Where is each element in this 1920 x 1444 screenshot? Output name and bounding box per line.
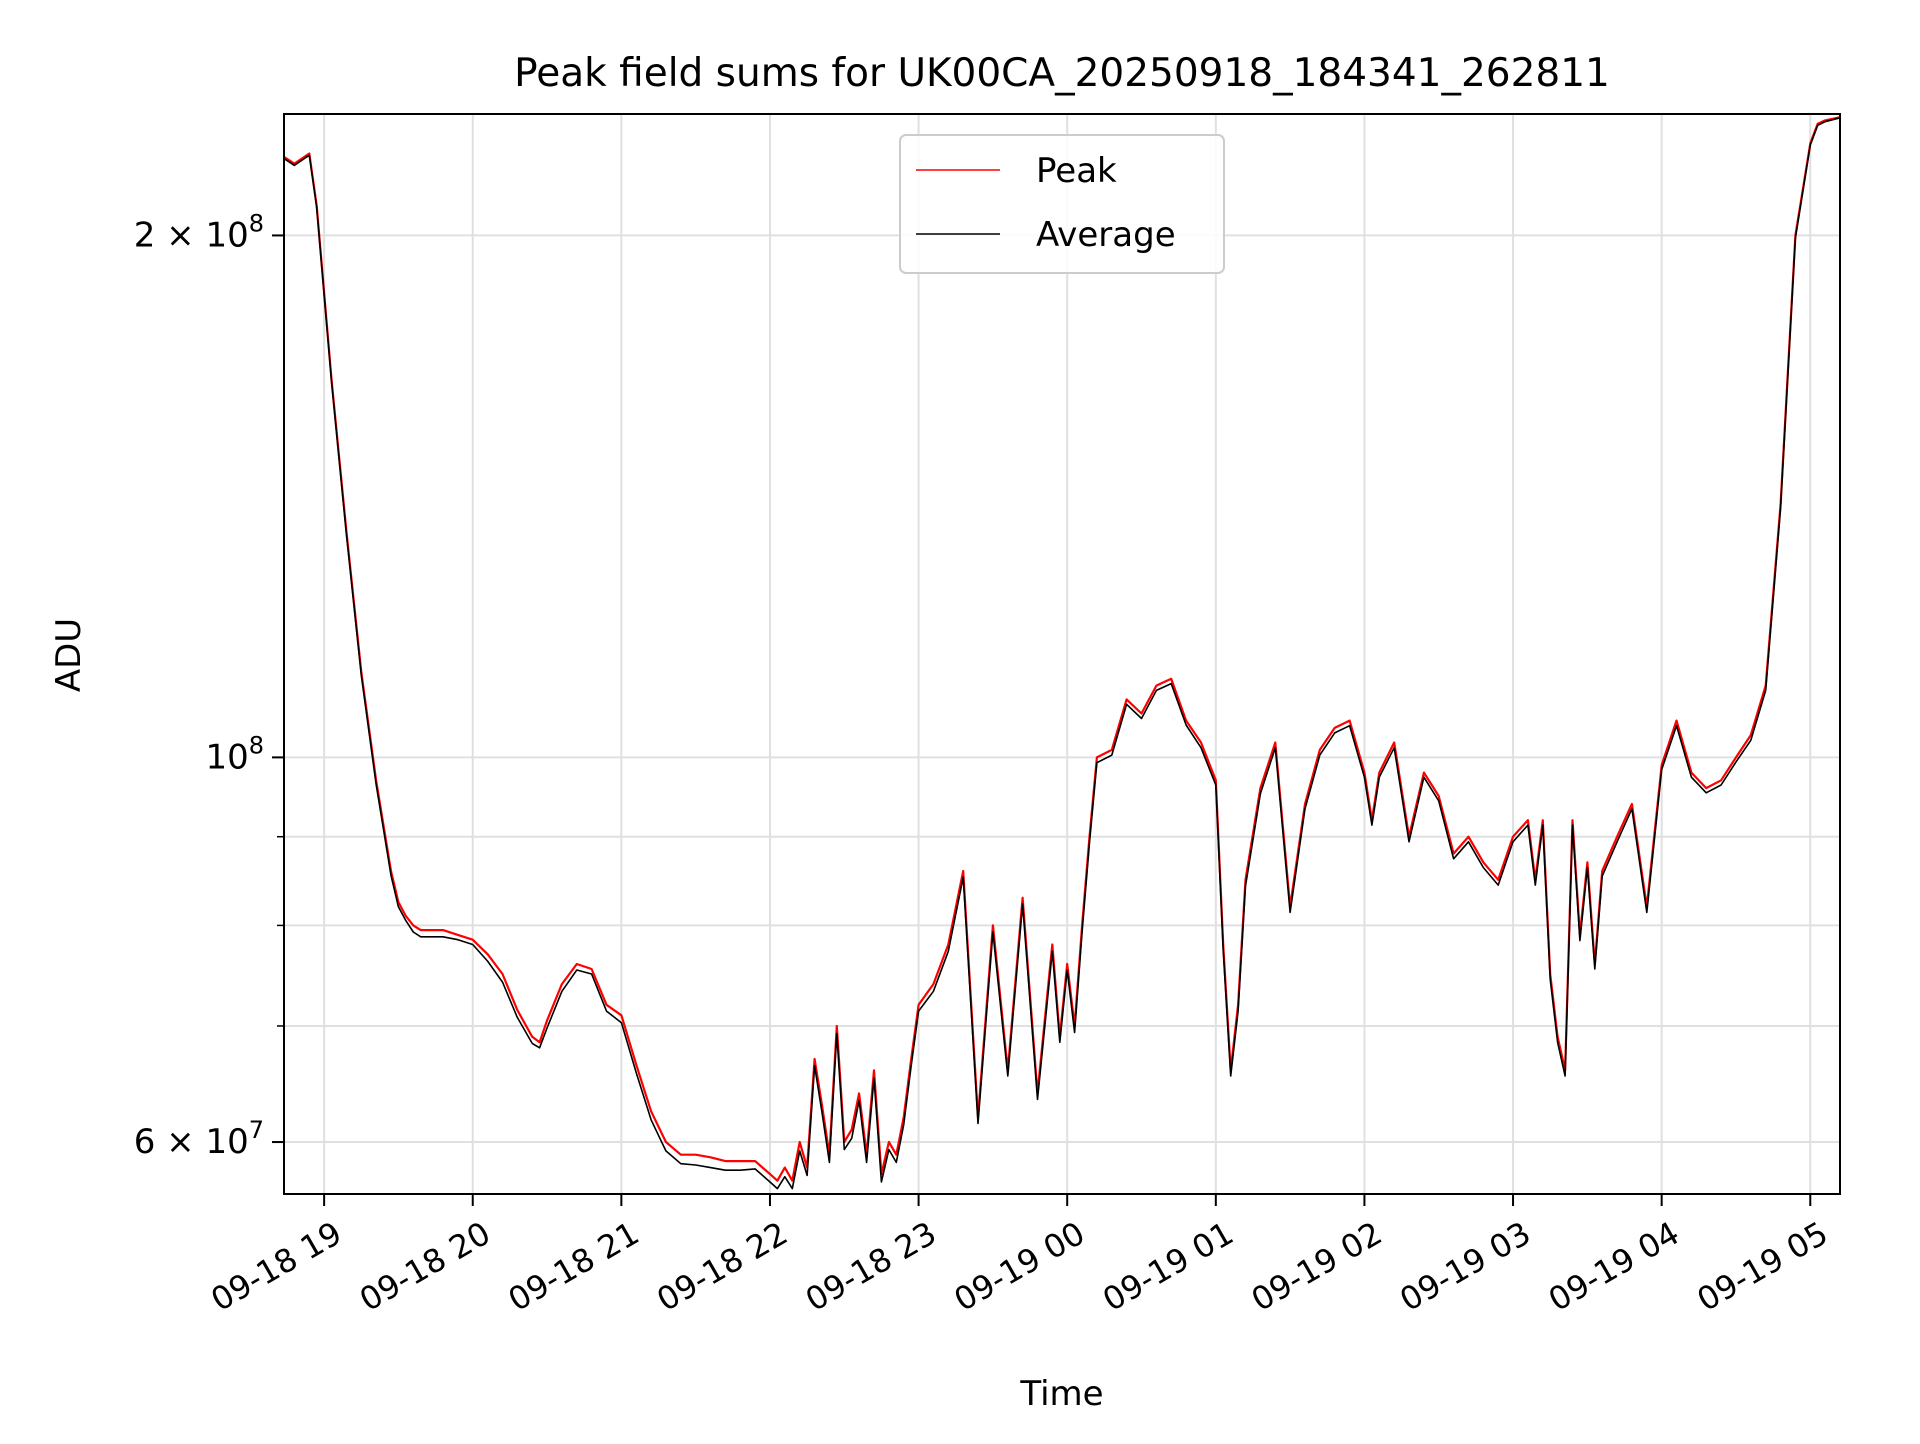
chart-title: Peak field sums for UK00CA_20250918_1843…: [514, 51, 1610, 96]
series-line-average: [283, 117, 1841, 1190]
y-tick-label: 6 × 107: [134, 1116, 264, 1162]
legend-label-peak: Peak: [1036, 151, 1117, 191]
x-axis-label: Time: [1019, 1374, 1103, 1414]
y-axis-ticks: 6 × 107 108 2 × 108: [134, 209, 284, 1162]
legend-label-average: Average: [1036, 215, 1176, 255]
legend: Peak Average: [899, 134, 1225, 274]
series-lines: [283, 116, 1841, 1190]
y-axis-label: ADU: [49, 618, 89, 692]
plot-area-frame: [283, 113, 1841, 1195]
y-tick-label: 2 × 108: [134, 209, 264, 255]
y-tick-label: 108: [205, 731, 264, 777]
